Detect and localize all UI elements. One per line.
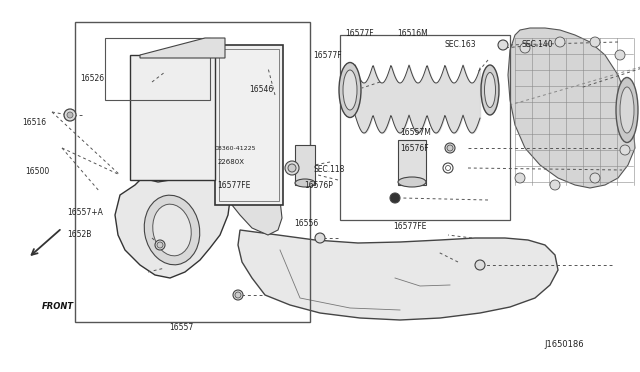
Text: 16526: 16526 [80, 74, 104, 83]
Bar [295, 145, 315, 185]
Circle shape [520, 43, 530, 53]
Text: 22680X: 22680X [218, 159, 244, 165]
Circle shape [445, 143, 455, 153]
Text: 16500: 16500 [26, 167, 50, 176]
Text: 08360-41225: 08360-41225 [214, 146, 256, 151]
Bar [398, 140, 426, 185]
Bar [340, 35, 510, 220]
Bar [105, 38, 210, 100]
Circle shape [590, 173, 600, 183]
Circle shape [67, 112, 73, 118]
Bar [219, 49, 279, 201]
Ellipse shape [339, 62, 361, 118]
Text: 16557: 16557 [170, 323, 194, 332]
Text: SEC.140: SEC.140 [522, 40, 553, 49]
Circle shape [445, 166, 451, 170]
Circle shape [390, 193, 400, 203]
Text: 16557+A: 16557+A [67, 208, 103, 217]
Text: 16577F: 16577F [346, 29, 374, 38]
Ellipse shape [484, 73, 495, 108]
Circle shape [315, 233, 325, 243]
Circle shape [64, 109, 76, 121]
Text: 16556: 16556 [294, 219, 319, 228]
Text: 16577FE: 16577FE [394, 222, 427, 231]
Circle shape [285, 161, 299, 175]
Text: 16576P: 16576P [304, 182, 333, 190]
Text: 16576F: 16576F [400, 144, 429, 153]
Text: 16516: 16516 [22, 118, 47, 127]
Circle shape [288, 164, 296, 172]
Text: FRONT: FRONT [42, 302, 74, 311]
Circle shape [235, 292, 241, 298]
Ellipse shape [616, 77, 638, 142]
Circle shape [157, 242, 163, 248]
Circle shape [443, 163, 453, 173]
Text: 16577F: 16577F [314, 51, 342, 60]
Text: 16557M: 16557M [400, 128, 431, 137]
Ellipse shape [144, 195, 200, 265]
Circle shape [475, 260, 485, 270]
Circle shape [498, 40, 508, 50]
Polygon shape [228, 180, 282, 235]
Polygon shape [508, 28, 635, 188]
Bar [75, 22, 310, 322]
Circle shape [620, 145, 630, 155]
Polygon shape [115, 175, 230, 278]
Ellipse shape [343, 70, 357, 110]
Ellipse shape [398, 177, 426, 187]
Ellipse shape [620, 87, 634, 133]
Polygon shape [238, 230, 558, 320]
Bar [215, 45, 283, 205]
Circle shape [550, 180, 560, 190]
Circle shape [515, 173, 525, 183]
Circle shape [590, 37, 600, 47]
Text: SEC.163: SEC.163 [445, 40, 476, 49]
Bar [130, 55, 215, 180]
Ellipse shape [295, 179, 315, 187]
Text: 16577FE: 16577FE [218, 182, 251, 190]
Text: SEC.118: SEC.118 [314, 165, 345, 174]
Text: 16546: 16546 [250, 85, 274, 94]
Text: 1652B: 1652B [67, 230, 92, 239]
Circle shape [555, 37, 565, 47]
Circle shape [615, 50, 625, 60]
Circle shape [233, 290, 243, 300]
Text: 16516M: 16516M [397, 29, 428, 38]
Polygon shape [140, 38, 225, 58]
Text: J1650186: J1650186 [544, 340, 584, 349]
Circle shape [155, 240, 165, 250]
Ellipse shape [481, 65, 499, 115]
Circle shape [447, 145, 453, 151]
Ellipse shape [153, 204, 191, 256]
